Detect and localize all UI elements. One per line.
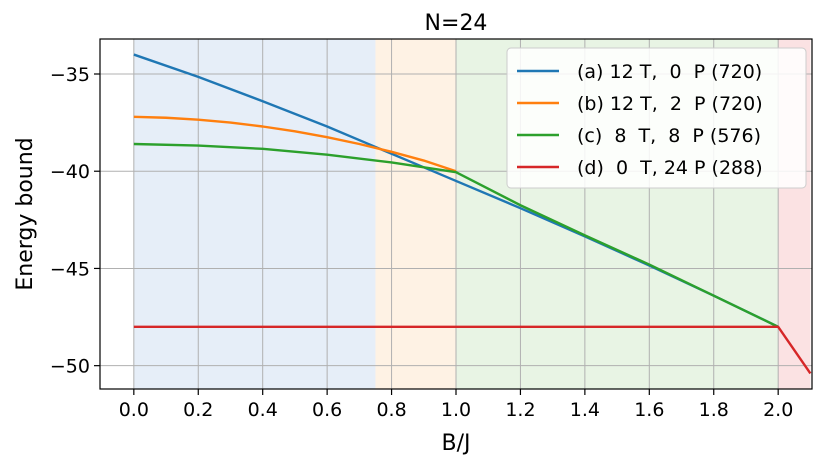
legend-label: (a) 12 T, 0 P (720) — [577, 61, 762, 83]
legend-box — [506, 47, 807, 189]
x-tick-label: 1.6 — [634, 399, 664, 421]
series-lines — [133, 53, 812, 375]
legend-label: (d) 0 T, 24 P (288) — [577, 157, 763, 179]
x-tick-label: 1.2 — [505, 399, 535, 421]
shaded-region-1 — [133, 39, 376, 389]
shaded-region-2 — [375, 39, 456, 389]
x-tick-label: 0.4 — [248, 399, 278, 421]
series-line-d — [133, 325, 812, 375]
y-tick-label: −45 — [50, 258, 90, 280]
y-tick-label: −40 — [50, 161, 90, 183]
x-tick-label: 0.6 — [312, 399, 342, 421]
legend-label: (b) 12 T, 2 P (720) — [577, 93, 763, 115]
y-tick-label: −35 — [50, 64, 90, 86]
x-tick-label: 0.2 — [183, 399, 213, 421]
chart-title: N=24 — [425, 11, 488, 36]
series-line-c — [133, 142, 779, 328]
y-axis-label: Energy bound — [13, 137, 38, 290]
x-axis-label: B/J — [442, 431, 471, 456]
series-line-b — [133, 115, 457, 173]
legend: (a) 12 T, 0 P (720) (b) 12 T, 2 P (720) (c… — [506, 47, 807, 189]
x-tick-label: 0.0 — [119, 399, 149, 421]
x-tick-label: 1.0 — [441, 399, 471, 421]
x-tick-label: 1.4 — [570, 399, 600, 421]
axis-ticks: 0.0 0.2 0.4 0.6 0.8 1.0 1.2 1.4 1.6 1.8 2.0 −35 −40 −… — [50, 64, 793, 421]
x-tick-label: 0.8 — [376, 399, 406, 421]
legend-label: (c) 8 T, 8 P (576) — [577, 125, 761, 147]
x-tick-label: 1.8 — [699, 399, 729, 421]
y-tick-label: −50 — [50, 356, 90, 378]
x-tick-label: 2.0 — [763, 399, 793, 421]
